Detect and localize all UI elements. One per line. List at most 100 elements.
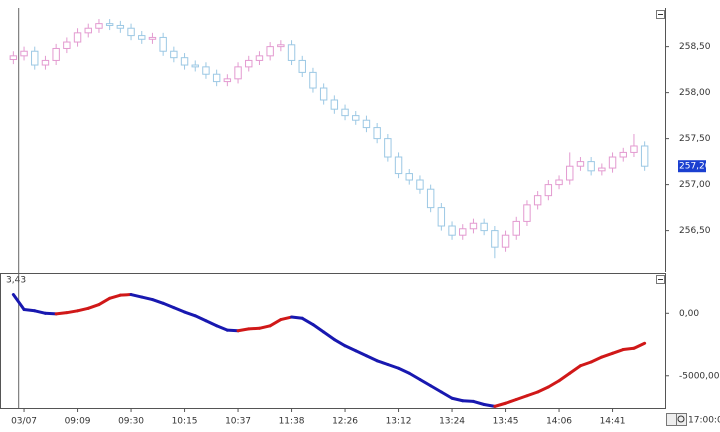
candle-body: [608, 156, 617, 169]
candle-body: [640, 145, 649, 167]
candle-body: [245, 59, 253, 68]
indicator-line: [290, 315, 304, 320]
indicator-line: [557, 371, 572, 383]
candle-body: [512, 220, 520, 236]
candle-body: [362, 119, 371, 129]
indicator-line: [461, 399, 475, 403]
indicator-line: [204, 319, 219, 328]
indicator-panel-frame: [0, 273, 666, 409]
candle-body: [9, 55, 18, 61]
candle-body: [234, 66, 242, 80]
candle-body: [501, 234, 510, 248]
candle-body: [576, 161, 585, 167]
indicator-line: [493, 401, 508, 408]
indicator-line: [578, 360, 593, 368]
x-tick-label: 09:30: [118, 417, 144, 427]
candle-body: [223, 78, 232, 83]
indicator-line: [589, 355, 604, 364]
candle-body: [266, 46, 274, 57]
candle-body: [330, 99, 339, 110]
indicator-line: [247, 326, 261, 331]
candle-body: [84, 27, 92, 34]
candle-body: [384, 138, 392, 158]
zoom-icon: [677, 415, 685, 423]
indicator-line: [43, 311, 58, 316]
x-tick-label: 09:09: [65, 417, 91, 427]
candle-body: [491, 230, 499, 248]
indicator-line: [215, 324, 229, 332]
candle-body: [619, 151, 627, 158]
indicator-line: [621, 346, 636, 352]
candle-body: [255, 55, 264, 61]
indicator-line: [311, 323, 326, 334]
scroll-button[interactable]: [666, 413, 677, 426]
candle-body: [469, 222, 478, 230]
indicator-line: [536, 385, 550, 394]
candle-body: [277, 44, 285, 48]
indicator-line: [611, 348, 625, 355]
indicator-line: [386, 363, 401, 370]
candle-body: [555, 179, 563, 186]
candle-body: [630, 145, 638, 153]
candle-body: [437, 207, 446, 227]
candle-body: [116, 24, 125, 29]
indicator-line: [172, 306, 187, 314]
zoom-button[interactable]: [676, 413, 687, 426]
indicator-line: [343, 344, 358, 353]
x-tick-label: 03/07: [11, 417, 37, 427]
indicator-line: [11, 293, 26, 312]
candle-body: [191, 64, 199, 68]
candle-body: [448, 225, 456, 236]
indicator-line: [193, 314, 208, 323]
candle-body: [287, 44, 296, 61]
candle-body: [95, 23, 103, 29]
indicator-line: [76, 306, 90, 313]
indicator-line: [504, 398, 518, 405]
candle-body: [127, 27, 135, 37]
indicator-line: [183, 310, 197, 318]
candle-body: [598, 167, 606, 172]
indicator-line: [54, 311, 69, 316]
indicator-line: [22, 308, 37, 313]
candle-body: [480, 222, 488, 232]
y-tick-label: 257,50: [679, 134, 711, 144]
candle-body: [459, 228, 467, 236]
candle-body: [566, 165, 574, 181]
indicator-line: [332, 338, 347, 348]
indicator-line: [407, 371, 422, 382]
x-tick-label: 10:37: [225, 417, 251, 427]
candle-body: [341, 108, 349, 117]
indicator-line: [364, 354, 379, 363]
indicator-line: [108, 293, 122, 300]
candle-body: [352, 115, 360, 121]
indicator-line: [129, 293, 144, 299]
candle-body: [73, 32, 82, 43]
candle-body: [148, 36, 157, 40]
y-tick-label: 258,00: [679, 88, 711, 98]
candle-body: [587, 161, 595, 172]
y-tick-label: 258,50: [679, 42, 711, 52]
indicator-line: [600, 351, 615, 359]
candle-body: [138, 35, 146, 40]
indicator-line: [418, 378, 433, 388]
candle-body: [426, 188, 435, 209]
indicator-line: [65, 309, 80, 315]
candle-body: [63, 41, 71, 49]
x-tick-label: 13:12: [386, 417, 412, 427]
indicator-line: [140, 295, 154, 302]
x-tick-label: 14:41: [600, 417, 626, 427]
indicator-line: [33, 309, 47, 315]
indicator-line: [568, 364, 582, 375]
candle-body: [41, 59, 50, 66]
candle-body: [309, 71, 317, 89]
indicator-line: [482, 403, 497, 408]
x-tick-label: 13:45: [493, 417, 519, 427]
candle-body: [544, 184, 553, 197]
indicator-line: [450, 396, 465, 403]
y-tick-label: 0,00: [679, 309, 699, 319]
candle-body: [394, 156, 403, 175]
indicator-line: [300, 316, 315, 327]
indicator-line: [279, 315, 294, 322]
